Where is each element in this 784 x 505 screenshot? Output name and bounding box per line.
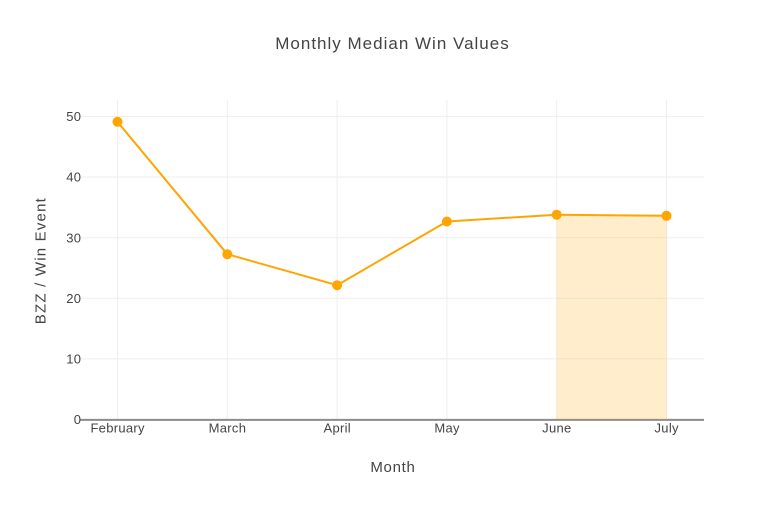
- svg-text:April: April: [323, 420, 351, 435]
- svg-text:March: March: [209, 420, 247, 435]
- svg-text:10: 10: [66, 352, 81, 367]
- svg-text:40: 40: [66, 170, 81, 185]
- svg-text:May: May: [434, 420, 460, 435]
- svg-text:50: 50: [66, 109, 81, 124]
- svg-text:February: February: [90, 420, 145, 435]
- svg-text:Monthly Median Win Values: Monthly Median Win Values: [275, 34, 509, 53]
- svg-text:June: June: [542, 420, 571, 435]
- svg-text:Month: Month: [370, 459, 415, 476]
- svg-text:20: 20: [66, 291, 81, 306]
- svg-text:0: 0: [74, 412, 82, 427]
- svg-text:BZZ / Win Event: BZZ / Win Event: [33, 197, 50, 324]
- svg-text:30: 30: [66, 230, 81, 245]
- svg-text:July: July: [654, 420, 679, 435]
